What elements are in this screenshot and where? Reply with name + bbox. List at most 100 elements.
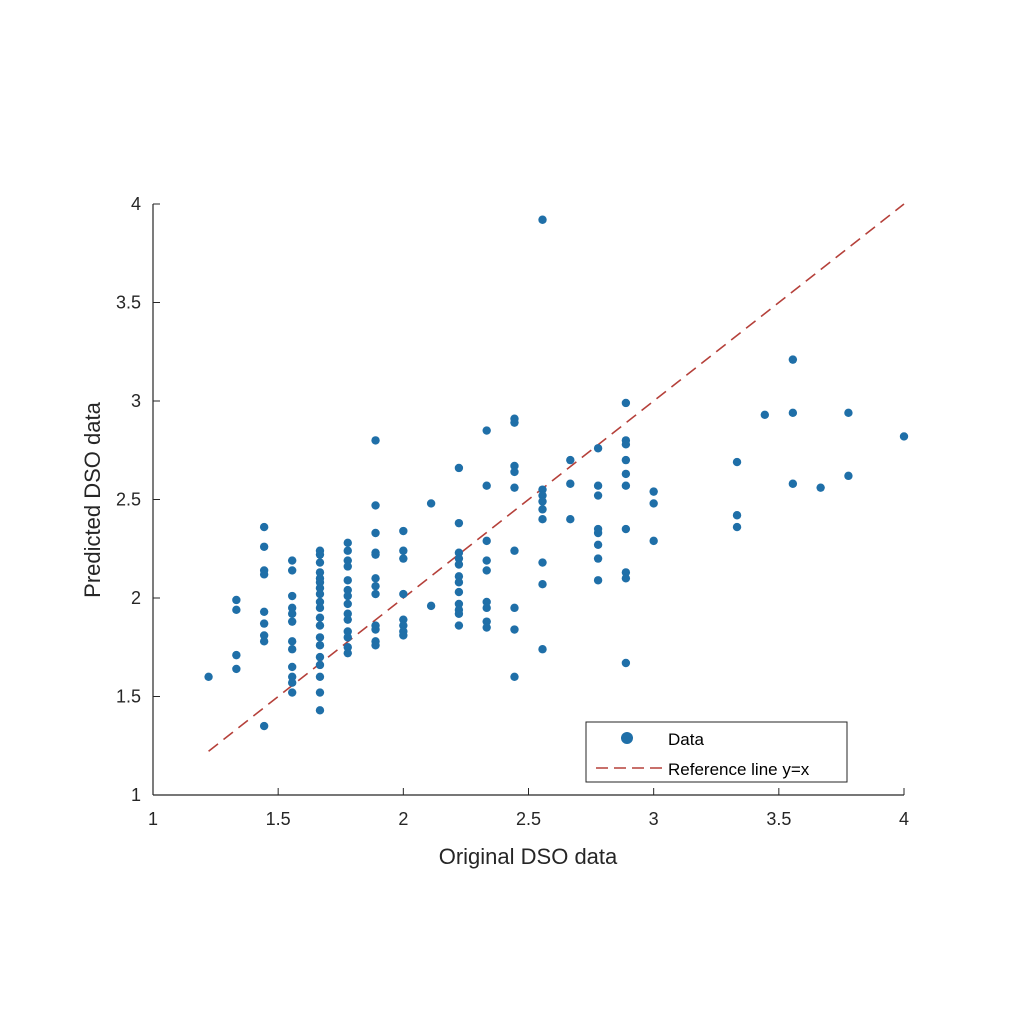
data-point (454, 621, 464, 630)
data-point (232, 664, 241, 674)
y-tick-label: 1 (131, 785, 141, 805)
data-point (732, 457, 742, 467)
data-point (343, 546, 352, 555)
data-point (454, 578, 464, 587)
data-point (510, 625, 519, 634)
data-point (315, 706, 325, 715)
data-point (482, 536, 491, 546)
legend: Data Reference line y=x (585, 721, 848, 783)
data-point (315, 613, 325, 622)
data-point (399, 589, 408, 599)
data-point (399, 615, 408, 624)
data-point (899, 432, 909, 441)
data-point (315, 688, 325, 697)
data-point (204, 672, 213, 681)
data-point (593, 481, 603, 490)
x-tick-label: 4 (899, 809, 909, 829)
x-tick-label: 1 (148, 809, 158, 829)
data-point (649, 499, 658, 508)
data-point (287, 556, 297, 565)
data-point (538, 491, 547, 500)
data-point (343, 576, 352, 585)
data-point (399, 554, 408, 563)
data-point (482, 623, 491, 632)
y-ticks: 1 1.5 2 2.5 3 3.5 4 (116, 194, 160, 805)
data-point (315, 603, 325, 613)
x-tick-label: 3 (649, 809, 659, 829)
y-tick-label: 1.5 (116, 687, 141, 707)
y-tick-label: 2.5 (116, 490, 141, 510)
data-point (454, 587, 464, 597)
data-point (315, 558, 325, 567)
data-point (315, 652, 325, 662)
data-point (566, 515, 575, 524)
data-point (259, 631, 269, 640)
data-point (371, 625, 380, 634)
data-point (259, 542, 269, 551)
data-point (315, 621, 325, 630)
data-point (287, 637, 297, 646)
data-point (315, 641, 325, 650)
data-point (621, 524, 631, 534)
y-axis-label: Predicted DSO data (80, 401, 105, 597)
data-point (649, 536, 658, 546)
data-point (259, 637, 269, 646)
data-point (593, 528, 603, 538)
data-point (538, 558, 547, 567)
data-point (426, 499, 436, 508)
data-point (621, 469, 631, 479)
reference-line-layer (208, 203, 905, 752)
data-point (788, 355, 798, 364)
data-point (315, 660, 325, 670)
data-point (315, 583, 325, 593)
data-point (788, 408, 798, 418)
data-point (510, 418, 519, 427)
data-point (315, 578, 325, 587)
data-point (454, 560, 464, 569)
data-point (844, 471, 853, 481)
data-point (287, 617, 297, 626)
data-point (315, 550, 325, 559)
data-point (566, 479, 575, 488)
data-point (287, 678, 297, 687)
data-point (732, 511, 742, 520)
data-point (371, 581, 380, 591)
legend-data-marker (621, 732, 633, 744)
data-point (259, 721, 269, 731)
data-point (732, 522, 742, 532)
data-point (593, 444, 603, 453)
data-point (621, 568, 631, 577)
data-point (816, 483, 825, 492)
data-point (510, 603, 519, 613)
data-point (454, 572, 464, 581)
y-tick-label: 2 (131, 588, 141, 608)
data-point (315, 633, 325, 642)
data-point (454, 609, 464, 618)
data-point (788, 479, 798, 488)
data-point (538, 497, 547, 506)
data-point (593, 554, 603, 563)
data-point (287, 566, 297, 575)
data-point (621, 481, 631, 490)
data-point (287, 662, 297, 672)
data-point (510, 461, 519, 471)
data-point (259, 607, 269, 616)
data-point (259, 522, 269, 532)
x-axis-label: Original DSO data (439, 844, 618, 869)
data-point (482, 603, 491, 613)
data-point (343, 615, 352, 624)
data-point (343, 585, 352, 595)
data-point (844, 408, 853, 418)
data-point (287, 591, 297, 601)
data-point (482, 481, 491, 490)
data-point (371, 641, 380, 650)
data-point (510, 483, 519, 492)
data-point (343, 648, 352, 658)
data-point (649, 487, 658, 496)
data-point (232, 650, 241, 660)
data-point (399, 631, 408, 640)
legend-box (585, 721, 848, 783)
data-point (343, 633, 352, 642)
data-point (259, 619, 269, 628)
